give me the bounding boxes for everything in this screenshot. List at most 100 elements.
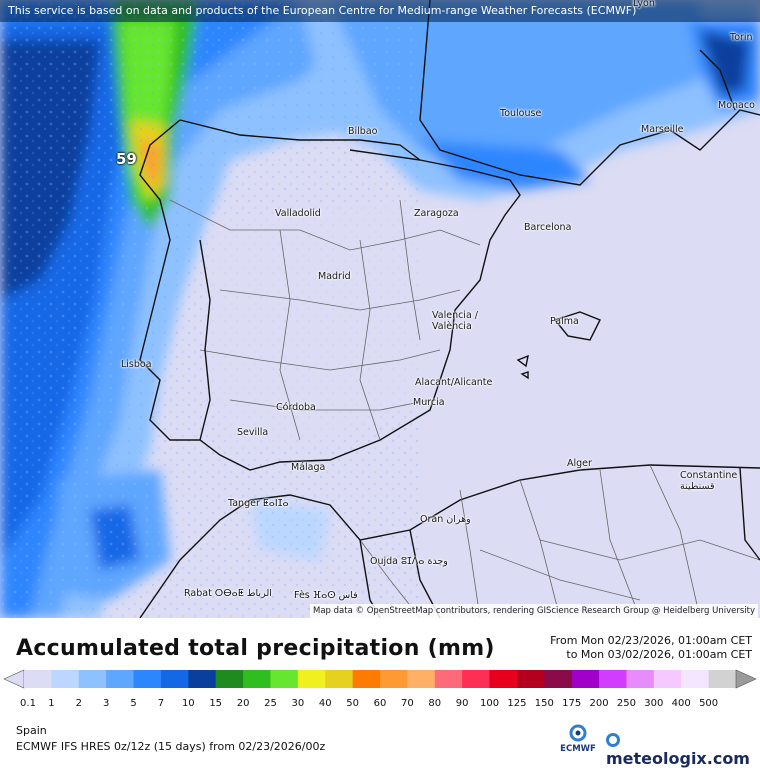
legend-swatch — [571, 670, 600, 688]
legend-tick-label: 30 — [291, 698, 304, 709]
city-label[interactable]: Fès ⴼⴰⵙ فاس — [294, 590, 358, 601]
legend-tick-label: 15 — [209, 698, 222, 709]
map-attribution: Map data © OpenStreetMap contributors, r… — [310, 604, 758, 618]
legend-tick-label: 40 — [319, 698, 332, 709]
legend-swatch — [407, 670, 436, 688]
city-label[interactable]: Toulouse — [500, 108, 542, 119]
legend-tick-label: 150 — [535, 698, 554, 709]
city-label[interactable]: Murcia — [413, 397, 445, 408]
legend-swatch — [544, 670, 573, 688]
legend-tick-label: 7 — [158, 698, 164, 709]
city-label[interactable]: Oran وهران — [420, 514, 471, 525]
legend-tick-label: 3 — [103, 698, 109, 709]
legend-swatch — [462, 670, 491, 688]
date-to: to Mon 03/02/2026, 01:00am CET — [566, 648, 752, 661]
legend-swatch — [243, 670, 271, 688]
city-label[interactable]: Valencia / València — [432, 310, 478, 332]
ecmwf-logo-text: ECMWF — [560, 744, 596, 754]
city-label[interactable]: Marseille — [641, 124, 684, 135]
city-label[interactable]: Córdoba — [276, 402, 316, 413]
legend-tick-label: 10 — [182, 698, 195, 709]
date-from: From Mon 02/23/2026, 01:00am CET — [550, 634, 752, 647]
legend-swatch — [489, 670, 518, 688]
legend-tick-label: 90 — [456, 698, 469, 709]
legend-tick-label: 200 — [590, 698, 609, 709]
legend-tick-label: 300 — [644, 698, 663, 709]
legend-swatch — [270, 670, 299, 688]
legend-tick-label: 5 — [130, 698, 136, 709]
legend-swatch — [516, 670, 545, 688]
meteologix-logo-icon — [606, 733, 620, 747]
city-label[interactable]: Monaco — [718, 100, 755, 111]
legend-swatch — [653, 670, 682, 688]
region-label: Spain — [16, 724, 47, 737]
legend-swatch — [434, 670, 463, 688]
legend-swatch — [599, 670, 627, 688]
legend-tick-label: 250 — [617, 698, 636, 709]
legend-swatch — [681, 670, 710, 688]
city-label[interactable]: Lisboa — [121, 359, 152, 370]
ecmwf-logo[interactable]: ECMWF — [558, 724, 598, 756]
legend-swatch — [325, 670, 354, 688]
map-title: Accumulated total precipitation (mm) — [16, 636, 495, 661]
city-label[interactable]: Alacant/Alicante — [415, 377, 493, 388]
city-label[interactable]: Madrid — [318, 271, 351, 282]
legend-swatch — [133, 670, 162, 688]
legend-tick-label: 500 — [699, 698, 718, 709]
legend-tick-label: 80 — [428, 698, 441, 709]
legend-swatch — [51, 670, 80, 688]
legend-swatch — [626, 670, 655, 688]
legend-arrow-left — [3, 669, 25, 689]
max-value-label: 59 — [116, 150, 137, 168]
admin-borders — [169, 199, 760, 618]
model-run-label: ECMWF IFS HRES 0z/12z (15 days) from 02/… — [16, 740, 326, 753]
meteologix-brand[interactable]: meteologix.com — [606, 730, 760, 768]
legend-svg: 0.1 1 2 3 5 7 10 15 20 25 30 40 50 60 70 80 90 100 125 150 1… — [3, 669, 757, 709]
legend-tick-label: 1 — [48, 698, 54, 709]
legend-swatch — [352, 670, 381, 688]
date-range: From Mon 02/23/2026, 01:00am CET to Mon … — [550, 634, 752, 662]
interior-light-area — [205, 200, 470, 450]
legend-tick-label: 2 — [76, 698, 82, 709]
legend-tick-label: 400 — [672, 698, 691, 709]
legend-swatch — [106, 670, 135, 688]
city-label[interactable]: Tanger ⵟⴰⵏⵊⴰ — [228, 498, 289, 509]
map-canvas — [0, 0, 760, 618]
legend-tick-label: 125 — [507, 698, 526, 709]
city-label[interactable]: Málaga — [291, 462, 326, 473]
legend-tick-label: 20 — [237, 698, 250, 709]
city-label[interactable]: Sevilla — [237, 427, 269, 438]
city-label[interactable]: Lyon — [633, 0, 655, 9]
legend-tick-label: 60 — [374, 698, 387, 709]
city-label[interactable]: Rabat ⵔⴱⴰⵟ الرباط — [184, 588, 272, 599]
city-label[interactable]: Zaragoza — [414, 208, 459, 219]
precipitation-legend: 0.1 1 2 3 5 7 10 15 20 25 30 40 50 60 70 80 90 100 125 150 1… — [0, 668, 760, 712]
precipitation-map[interactable]: This service is based on data and produc… — [0, 0, 760, 618]
legend-swatch — [188, 670, 217, 688]
legend-tick-label: 50 — [346, 698, 359, 709]
city-label[interactable]: Oujda ⵓⵊⴷⴰ وجدة — [370, 556, 448, 567]
legend-tick-label: 25 — [264, 698, 277, 709]
legend-tick-label: 100 — [480, 698, 499, 709]
legend-swatch — [297, 670, 326, 688]
city-label[interactable]: Valladolid — [275, 208, 321, 219]
legend-tick-label: 70 — [401, 698, 414, 709]
legend-swatch — [708, 670, 737, 688]
legend-swatch — [160, 670, 189, 688]
city-label[interactable]: Torin — [730, 32, 753, 43]
legend-swatch — [380, 670, 408, 688]
city-label[interactable]: Palma — [550, 316, 579, 327]
city-label[interactable]: Bilbao — [348, 126, 378, 137]
legend-tick-label: 175 — [562, 698, 581, 709]
city-label[interactable]: Barcelona — [524, 222, 572, 233]
city-label[interactable]: Alger — [567, 458, 592, 469]
brand-text: meteologix.com — [606, 749, 750, 768]
legend-swatch — [24, 670, 52, 688]
ecmwf-notice-banner: This service is based on data and produc… — [0, 0, 760, 22]
legend-swatch — [215, 670, 244, 688]
ecmwf-logo-mark — [569, 724, 587, 742]
city-label[interactable]: Constantine قسنطينة — [680, 470, 738, 492]
legend-arrow-right — [735, 669, 757, 689]
legend-swatch — [78, 670, 107, 688]
legend-tick-label: 0.1 — [20, 698, 36, 709]
